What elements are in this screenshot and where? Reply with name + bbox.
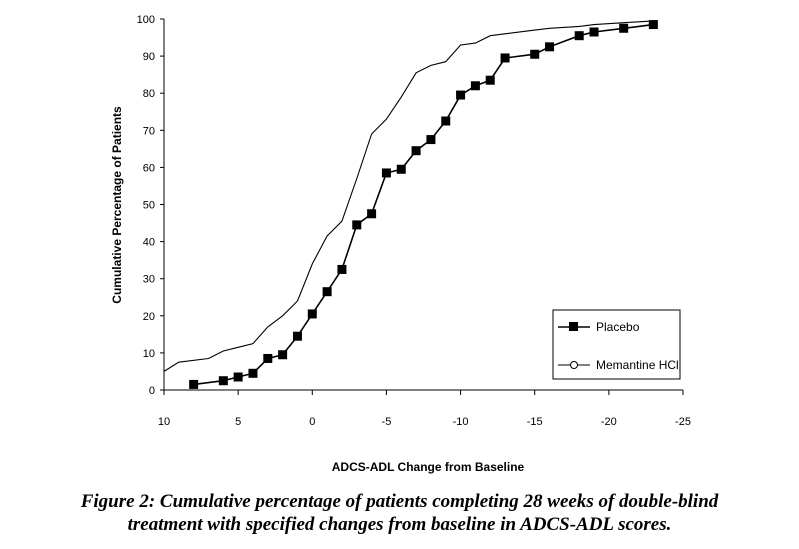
y-tick-label: 90 (143, 51, 155, 63)
placebo-point (337, 264, 347, 274)
x-tick-label: -5 (382, 416, 392, 428)
placebo-point (574, 31, 584, 41)
placebo-point (292, 331, 302, 341)
placebo-point (367, 209, 377, 219)
legend-marker-placebo (569, 322, 578, 331)
placebo-point (530, 49, 540, 59)
x-tick-label: -15 (527, 416, 543, 428)
placebo-point (470, 81, 480, 91)
y-tick-label: 80 (143, 88, 155, 100)
series-layer (163, 20, 658, 389)
placebo-point (278, 350, 288, 360)
x-tick-label: -25 (675, 416, 691, 428)
y-tick-label: 30 (143, 274, 155, 286)
series-line-memantine (163, 20, 654, 372)
placebo-point (456, 90, 466, 100)
placebo-point (619, 23, 629, 33)
y-tick-label: 10 (143, 348, 155, 360)
y-tick-label: 60 (143, 162, 155, 174)
placebo-point (396, 164, 406, 174)
placebo-point (589, 27, 599, 37)
legend-label-memantine: Memantine HCl (596, 358, 679, 372)
placebo-point (233, 372, 243, 382)
x-tick-label: 5 (235, 416, 241, 428)
placebo-point (189, 379, 199, 389)
y-tick-label: 40 (143, 237, 155, 249)
placebo-point (307, 309, 317, 319)
placebo-point (263, 353, 273, 363)
y-tick-label: 70 (143, 125, 155, 137)
placebo-point (426, 135, 436, 145)
x-tick-label: -20 (601, 416, 617, 428)
placebo-point (485, 75, 495, 85)
caption-line-1: Figure 2: Cumulative percentage of patie… (80, 491, 719, 512)
legend-marker-memantine (570, 361, 578, 369)
figure-caption: Figure 2: Cumulative percentage of patie… (0, 490, 799, 536)
x-axis-title: ADCS-ADL Change from Baseline (332, 460, 525, 474)
placebo-point (411, 146, 421, 156)
placebo-point (500, 53, 510, 63)
placebo-point (218, 376, 228, 386)
legend-label-placebo: Placebo (596, 320, 640, 334)
placebo-point (248, 368, 258, 378)
y-tick-label: 0 (149, 385, 155, 397)
y-tick-label: 50 (143, 200, 155, 212)
x-tick-label: -10 (453, 416, 469, 428)
placebo-point (352, 220, 362, 230)
y-tick-label: 20 (143, 311, 155, 323)
placebo-point (381, 168, 391, 178)
y-axis-title: Cumulative Percentage of Patients (110, 106, 124, 304)
placebo-point (545, 42, 555, 52)
x-tick-label: 0 (309, 416, 315, 428)
placebo-point (441, 116, 451, 126)
legend: Placebo Memantine HCl (552, 309, 681, 380)
caption-line-2: treatment with specified changes from ba… (127, 514, 672, 535)
x-tick-label: 10 (158, 416, 170, 428)
axes (160, 18, 684, 395)
y-tick-label: 100 (137, 14, 155, 26)
placebo-point (322, 287, 332, 297)
placebo-point (648, 20, 658, 30)
